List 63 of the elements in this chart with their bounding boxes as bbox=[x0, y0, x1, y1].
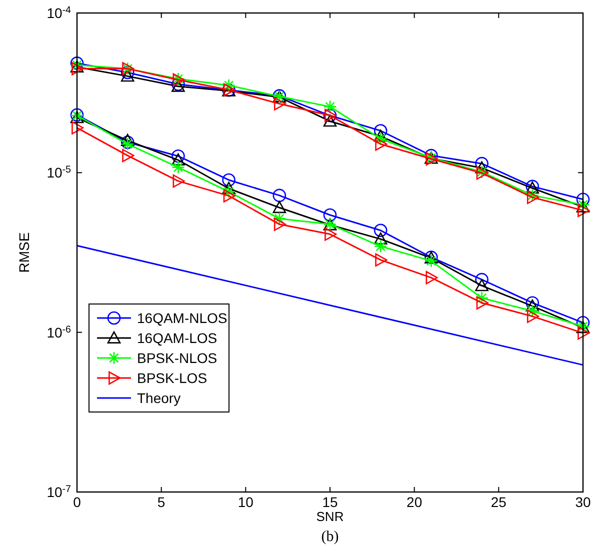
x-tick-label: 0 bbox=[73, 494, 82, 510]
point bbox=[172, 149, 185, 163]
legend-label: BPSK-NLOS bbox=[137, 350, 218, 366]
point bbox=[475, 272, 488, 286]
point bbox=[526, 304, 540, 318]
point bbox=[272, 200, 286, 214]
point bbox=[323, 100, 337, 114]
point bbox=[223, 189, 236, 202]
point bbox=[120, 134, 134, 146]
x-tick-label: 10 bbox=[238, 494, 254, 510]
point bbox=[274, 97, 286, 110]
x-tick-label: 20 bbox=[406, 494, 422, 510]
point bbox=[272, 188, 286, 202]
point bbox=[70, 111, 84, 124]
point bbox=[374, 130, 388, 142]
y-axis-title: RMSE bbox=[16, 232, 32, 273]
point bbox=[475, 161, 488, 174]
x-tick-label: 30 bbox=[575, 494, 591, 510]
point bbox=[120, 66, 134, 80]
legend-label: Theory bbox=[137, 390, 181, 406]
point bbox=[424, 254, 438, 268]
point bbox=[578, 326, 590, 340]
y-tick-label: 10$^{-4}$ bbox=[46, 4, 72, 21]
point bbox=[172, 153, 185, 166]
point bbox=[323, 208, 337, 222]
legend-label: 16QAM-NLOS bbox=[137, 310, 228, 326]
point bbox=[375, 137, 388, 151]
point bbox=[222, 78, 236, 92]
x-tick-label: 5 bbox=[157, 494, 166, 510]
point bbox=[374, 224, 388, 238]
x-tick-label: 25 bbox=[490, 494, 507, 510]
point bbox=[374, 132, 388, 146]
point bbox=[578, 204, 590, 218]
x-axis-title: SNR bbox=[316, 509, 344, 524]
text: (b) bbox=[321, 529, 339, 545]
y-tick-label: 10$^{-6}$ bbox=[46, 324, 72, 340]
point bbox=[476, 296, 488, 310]
point bbox=[475, 291, 488, 305]
point bbox=[324, 228, 337, 241]
legend-label: BPSK-LOS bbox=[137, 370, 208, 386]
point bbox=[272, 212, 286, 226]
point bbox=[323, 114, 337, 127]
point bbox=[72, 62, 84, 76]
point bbox=[426, 271, 438, 284]
point bbox=[222, 173, 236, 187]
legend-label: 16QAM-LOS bbox=[137, 330, 218, 346]
point bbox=[72, 121, 84, 134]
point bbox=[122, 148, 134, 162]
point bbox=[374, 232, 388, 244]
point bbox=[274, 218, 286, 231]
x-tick-label: 15 bbox=[322, 494, 338, 510]
point bbox=[475, 279, 488, 292]
point bbox=[172, 160, 185, 174]
point bbox=[526, 296, 540, 310]
point bbox=[120, 70, 134, 82]
point bbox=[222, 185, 236, 198]
point bbox=[222, 182, 236, 194]
y-tick-label: 10$^{-5}$ bbox=[46, 164, 72, 181]
point bbox=[172, 174, 185, 188]
point bbox=[374, 240, 388, 253]
point bbox=[526, 310, 540, 323]
y-tick-label: 10$^{-7}$ bbox=[46, 484, 71, 500]
point bbox=[375, 253, 388, 267]
